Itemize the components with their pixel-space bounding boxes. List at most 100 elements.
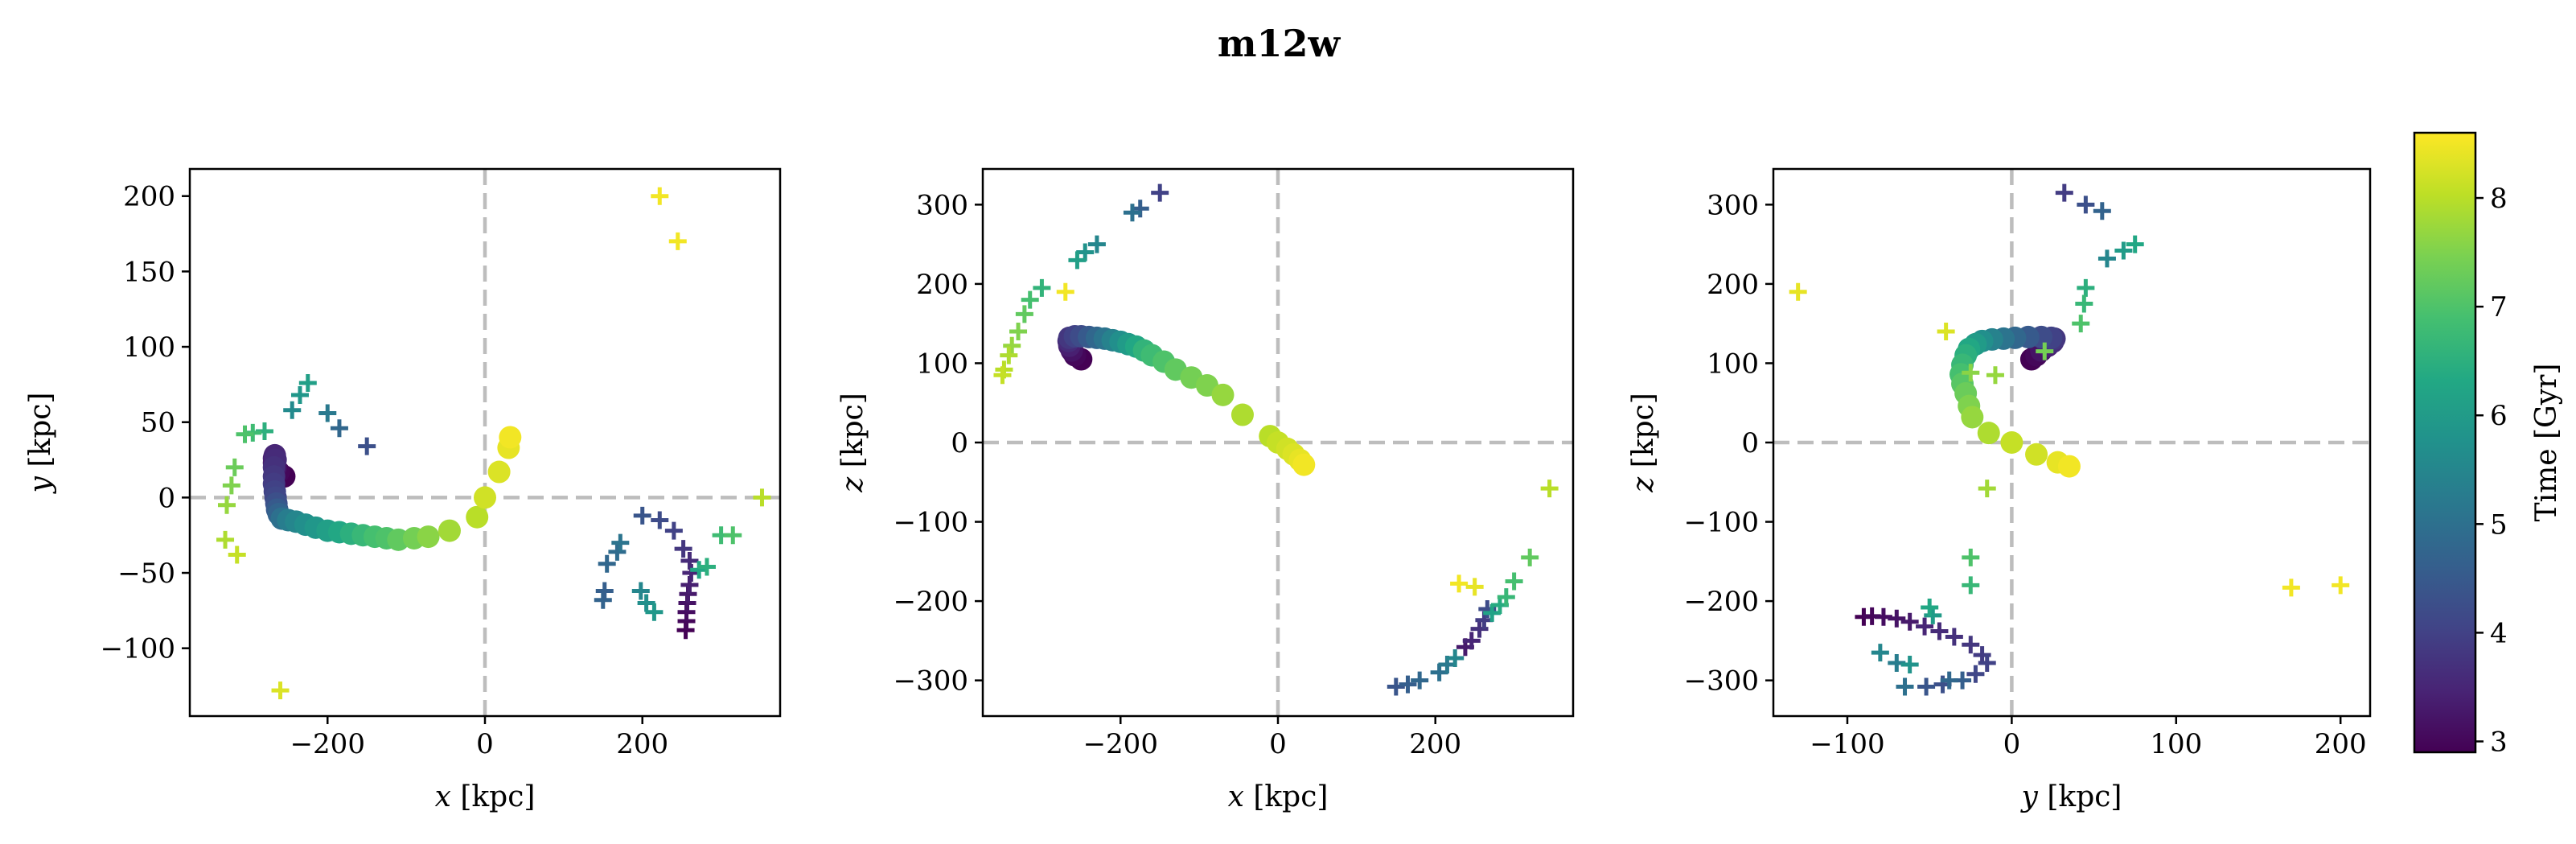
- satellite-orbit-point: [1292, 453, 1316, 476]
- host-position-marker: [1896, 677, 1914, 696]
- x-axis-unit: [kpc]: [451, 780, 536, 813]
- y-tick-label: 200: [1707, 269, 1759, 301]
- x-axis-variable: y: [2020, 780, 2039, 813]
- host-position-marker: [1921, 598, 1939, 616]
- host-position-marker: [1900, 612, 1919, 631]
- host-position-marker: [225, 458, 244, 476]
- colorbar-tick-label: 8: [2490, 183, 2508, 215]
- y-axis-variable: y: [24, 476, 57, 494]
- colorbar-tick-label: 7: [2490, 291, 2508, 323]
- host-position-marker: [2072, 315, 2090, 333]
- host-position-marker: [291, 385, 310, 404]
- y-axis-unit: [kpc]: [836, 393, 869, 477]
- host-position-marker: [1087, 235, 1106, 253]
- colorbar-tick-label: 4: [2490, 617, 2508, 649]
- y-axis-label: z [kpc]: [1627, 393, 1660, 493]
- host-position-marker: [2077, 196, 2095, 214]
- y-tick-label: −100: [894, 507, 968, 539]
- host-position-marker: [2282, 578, 2300, 597]
- satellite-orbit-point: [474, 486, 496, 509]
- figure-title: m12w: [1218, 22, 1341, 65]
- host-position-marker: [2055, 183, 2073, 202]
- x-tick-label: 0: [1269, 728, 1287, 760]
- host-position-marker: [1399, 675, 1417, 694]
- x-tick-label: 0: [476, 728, 494, 760]
- host-position-marker: [2077, 278, 2095, 297]
- y-tick-label: 0: [158, 482, 175, 514]
- y-tick-label: −100: [1684, 507, 1759, 539]
- y-tick-label: 200: [123, 181, 175, 213]
- host-position-marker: [1387, 677, 1405, 696]
- host-position-marker: [608, 542, 627, 561]
- satellite-orbit-point: [1977, 422, 2000, 445]
- host-position-marker: [1056, 282, 1074, 301]
- panel-3: −100 0 100 200 −300 −200 −100 0 100 200 300 y [kpc]…: [1627, 167, 2372, 813]
- host-position-marker: [1015, 305, 1033, 323]
- host-position-marker: [611, 533, 630, 552]
- host-position-marker: [680, 552, 699, 570]
- colorbar-gradient: [2413, 131, 2477, 754]
- host-position-marker: [2114, 241, 2133, 260]
- host-position-marker: [236, 425, 254, 443]
- y-tick-label: 0: [951, 427, 968, 459]
- host-position-marker: [222, 476, 240, 495]
- satellite-orbit-point: [466, 505, 489, 529]
- host-position-marker: [1962, 364, 1980, 382]
- host-position-marker: [1009, 323, 1028, 341]
- y-tick-label: 100: [1707, 348, 1759, 380]
- satellite-orbit-point: [2057, 455, 2081, 478]
- y-tick-label: 150: [123, 256, 175, 288]
- colorbar-ticks: 3 4 5 6 7 8: [2475, 183, 2508, 758]
- host-position-marker: [271, 681, 290, 700]
- y-tick-label: 0: [1741, 427, 1759, 459]
- host-position-marker: [1917, 677, 1936, 696]
- y-axis-label: z [kpc]: [836, 393, 869, 493]
- host-position-marker: [298, 374, 317, 393]
- host-position-marker: [2036, 342, 2054, 360]
- x-axis-variable: x: [1228, 780, 1244, 813]
- host-position-marker: [1021, 290, 1039, 309]
- host-position-marker: [1465, 578, 1484, 596]
- host-position-marker: [1540, 480, 1559, 498]
- host-position-marker: [1962, 576, 1980, 595]
- host-position-marker: [598, 554, 616, 573]
- colorbar: 3 4 5 6 7 8 Time [Gyr]: [2413, 131, 2563, 758]
- host-position-marker: [1900, 655, 1919, 673]
- x-tick-label: 200: [2315, 728, 2367, 760]
- host-position-marker: [651, 187, 669, 205]
- y-axis-label: y [kpc]: [24, 393, 57, 495]
- host-position-marker: [318, 404, 337, 422]
- host-position-marker: [228, 546, 246, 564]
- host-position-marker: [637, 594, 655, 612]
- host-position-marker: [697, 558, 716, 576]
- satellite-orbit-point: [499, 426, 522, 449]
- x-tick-label: −200: [1083, 728, 1158, 760]
- host-position-marker: [217, 496, 236, 514]
- host-position-marker: [1871, 644, 1889, 662]
- x-tick-label: 0: [2003, 728, 2021, 760]
- host-position-marker: [1924, 606, 1942, 624]
- colorbar-label: Time [Gyr]: [2530, 364, 2563, 522]
- y-tick-label: 100: [123, 331, 175, 364]
- host-position-marker: [1497, 588, 1515, 607]
- host-position-marker: [358, 437, 376, 455]
- host-position-marker: [1411, 671, 1429, 690]
- plot-area: [190, 169, 780, 716]
- y-tick-label: −100: [101, 633, 175, 665]
- satellite-orbit-point: [2000, 431, 2023, 454]
- host-position-marker: [1966, 665, 1985, 683]
- host-position-marker: [1789, 282, 1807, 301]
- y-axis-variable: z: [1627, 476, 1660, 493]
- y-tick-label: −50: [117, 558, 175, 590]
- y-tick-label: −200: [1684, 586, 1759, 618]
- host-position-marker: [645, 603, 664, 621]
- host-position-marker: [595, 582, 614, 600]
- host-position-marker: [1000, 346, 1018, 364]
- host-position-marker: [633, 506, 651, 525]
- host-position-marker: [1462, 632, 1481, 650]
- host-position-marker: [1068, 251, 1087, 270]
- y-axis-unit: [kpc]: [1627, 393, 1660, 477]
- host-position-marker: [1978, 480, 1996, 498]
